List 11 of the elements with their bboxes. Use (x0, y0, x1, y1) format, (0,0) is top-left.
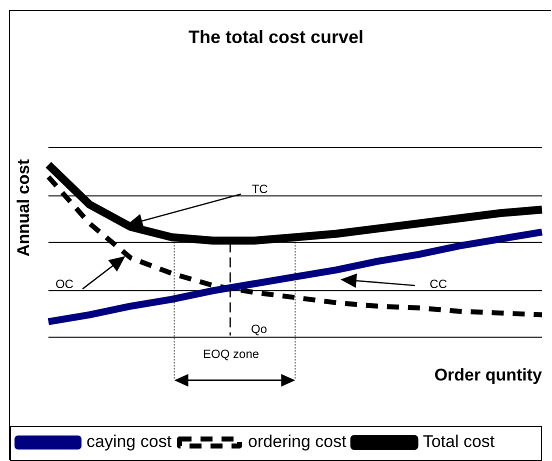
annotation: CC (430, 276, 448, 291)
annotation: OC (55, 276, 74, 291)
chart-title: The total cost curvel (188, 26, 364, 47)
y-axis-title: Annual cost (14, 158, 33, 257)
legend-label: ordering cost (248, 432, 347, 452)
annotation: Qo (250, 322, 268, 336)
x-axis-title: Order quntity (434, 365, 543, 384)
annotation: TC (252, 182, 268, 196)
text: EOQ zone (203, 347, 260, 362)
legend-label: Total cost (422, 432, 495, 452)
legend-label: caying cost (86, 432, 172, 452)
